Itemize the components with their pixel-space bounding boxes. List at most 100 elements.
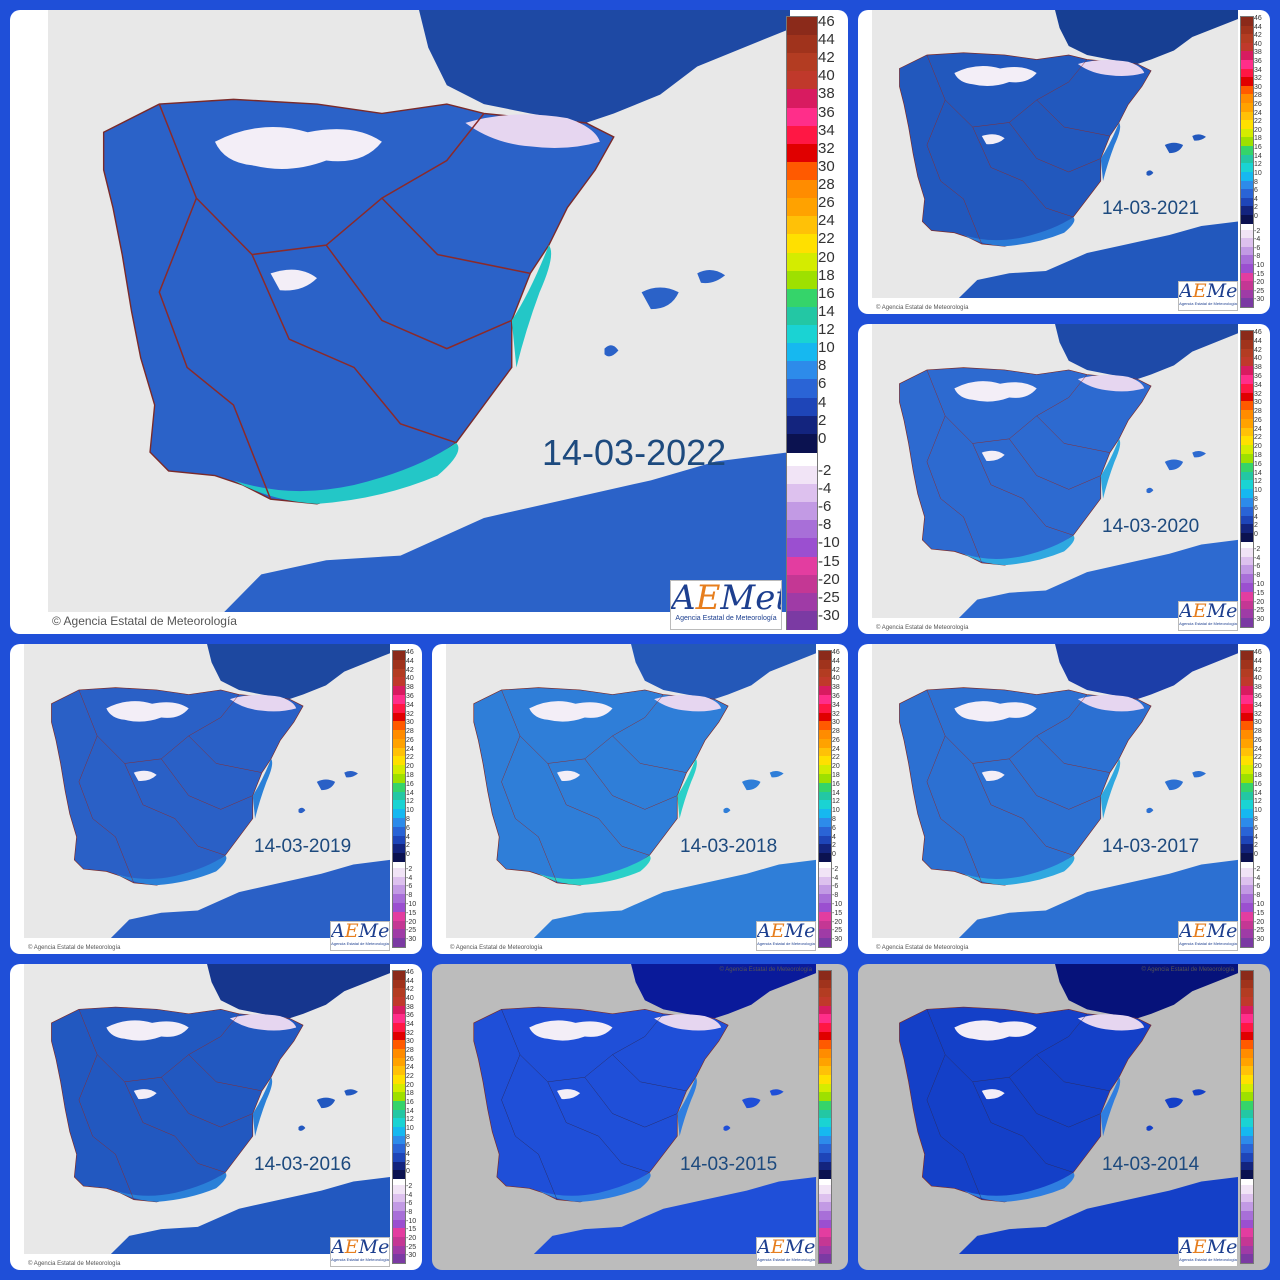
- logo-wordmark: AEMet: [1179, 1238, 1237, 1257]
- scale-swatch: [819, 738, 831, 748]
- scale-swatch: [1241, 85, 1253, 95]
- scale-swatch: [1241, 255, 1253, 265]
- logo-letter-a: A: [331, 921, 345, 942]
- scale-swatch: [1241, 885, 1253, 895]
- scale-tick: 42: [832, 666, 840, 674]
- scale-swatch: [1241, 1161, 1253, 1171]
- scale-swatch: [819, 885, 831, 895]
- map-panel: 14-03-2014 © Agencia Estatal de Meteorolo…: [858, 964, 1270, 1270]
- scale-swatch: [819, 853, 831, 863]
- scale-tick: 10: [406, 807, 414, 815]
- south-coast-band: [538, 855, 651, 886]
- map-panel: 46 44 42 40 38 36 34 32 30 28 26 24 22 20 18 16 14 12 10 8 6…: [10, 10, 848, 634]
- north-snow-patch: [214, 126, 382, 169]
- scale-tick: 36: [818, 103, 835, 121]
- scale-swatch: [819, 651, 831, 660]
- scale-swatch: [1241, 1185, 1253, 1194]
- province-borders: [78, 689, 262, 883]
- scale-swatch: [393, 730, 405, 740]
- scale-tick: -8: [832, 892, 839, 900]
- scale-swatch: [819, 686, 831, 696]
- scale-swatch: [819, 1083, 831, 1093]
- scale-tick: -25: [406, 927, 417, 935]
- scale-tick: 16: [832, 780, 840, 788]
- scale-swatch: [1241, 591, 1253, 601]
- north-snow-patch: [529, 701, 613, 722]
- central-snow-patch: [557, 770, 581, 782]
- scale-tick: 2: [832, 842, 836, 850]
- scale-swatch: [1241, 809, 1253, 819]
- aemet-logo: AEMetAgencia Estatal de Meteorología: [1178, 601, 1238, 631]
- scale-swatch: [787, 17, 817, 36]
- scale-tick: 6: [406, 824, 410, 832]
- scale-tick: 4: [1254, 833, 1258, 841]
- logo-letter-e: E: [770, 921, 785, 942]
- scale-swatch: [393, 826, 405, 836]
- scale-swatch: [393, 1066, 405, 1076]
- scale-swatch: [1241, 817, 1253, 827]
- scale-swatch: [1241, 533, 1253, 543]
- logo-letter-e: E: [695, 580, 721, 618]
- scale-tick-labels: 46 44 42 40 38 36 34 32 30 28 26 24 22 20 18 16 14 12 10 8 6…: [818, 14, 846, 628]
- scale-swatch: [1241, 686, 1253, 696]
- scale-swatch: [393, 1135, 405, 1145]
- scale-swatch: [1241, 1014, 1253, 1024]
- scale-swatch: [393, 1170, 405, 1180]
- scale-tick: -15: [818, 552, 840, 570]
- scale-swatch: [819, 876, 831, 886]
- scale-tick: 26: [832, 736, 840, 744]
- scale-swatch: [393, 1005, 405, 1015]
- scale-tick: -6: [818, 498, 832, 516]
- north-africa-landmass: [958, 1176, 1238, 1254]
- scale-tick: 42: [406, 666, 414, 674]
- scale-swatch: [787, 361, 817, 381]
- scale-tick: 12: [1254, 161, 1262, 169]
- logo-subtitle: Agencia Estatal de Meteorología: [757, 1257, 815, 1262]
- scale-tick: -4: [818, 480, 832, 498]
- aemet-logo: AEMetAgencia Estatal de Meteorología: [756, 921, 816, 951]
- color-scale: [818, 970, 832, 1264]
- scale-swatch: [1241, 497, 1253, 507]
- scale-swatch: [819, 765, 831, 775]
- scale-swatch: [1241, 357, 1253, 367]
- scale-tick: 40: [1254, 675, 1262, 683]
- scale-swatch: [787, 502, 817, 522]
- scale-swatch: [393, 756, 405, 766]
- france-landmass: [207, 644, 390, 700]
- scale-swatch: [393, 1127, 405, 1136]
- scale-swatch: [1241, 747, 1253, 757]
- date-label: 14-03-2015: [680, 1153, 778, 1175]
- scale-swatch: [1241, 1170, 1253, 1180]
- scale-swatch: [1241, 94, 1253, 104]
- scale-swatch: [393, 1202, 405, 1212]
- scale-tick: 4: [832, 833, 836, 841]
- scale-swatch: [1241, 911, 1253, 921]
- temperature-map: [872, 644, 1238, 938]
- scale-swatch: [819, 668, 831, 678]
- scale-swatch: [1241, 938, 1253, 948]
- scale-swatch: [1241, 374, 1253, 384]
- scale-swatch: [393, 876, 405, 886]
- scale-swatch: [1241, 703, 1253, 713]
- scale-swatch: [787, 556, 817, 576]
- scale-tick: 44: [1254, 657, 1262, 665]
- scale-swatch: [787, 270, 817, 290]
- scale-swatch: [393, 1228, 405, 1238]
- scale-swatch: [1241, 1237, 1253, 1246]
- scale-swatch: [1241, 694, 1253, 704]
- scale-swatch: [393, 920, 405, 930]
- scale-tick: -15: [406, 909, 417, 917]
- central-snow-patch: [981, 1089, 1005, 1100]
- scale-swatch: [1241, 979, 1253, 989]
- central-snow-patch: [557, 1089, 581, 1100]
- scale-swatch: [1241, 988, 1253, 998]
- scale-swatch: [393, 738, 405, 748]
- scale-swatch: [819, 756, 831, 766]
- scale-swatch: [1241, 445, 1253, 455]
- credit-text: © Agencia Estatal de Meteorología: [876, 625, 969, 631]
- temperature-map: [48, 10, 790, 612]
- logo-subtitle: Agencia Estatal de Meteorología: [1179, 621, 1237, 626]
- scale-swatch: [787, 343, 817, 363]
- scale-swatch: [787, 198, 817, 218]
- scale-swatch: [1241, 471, 1253, 481]
